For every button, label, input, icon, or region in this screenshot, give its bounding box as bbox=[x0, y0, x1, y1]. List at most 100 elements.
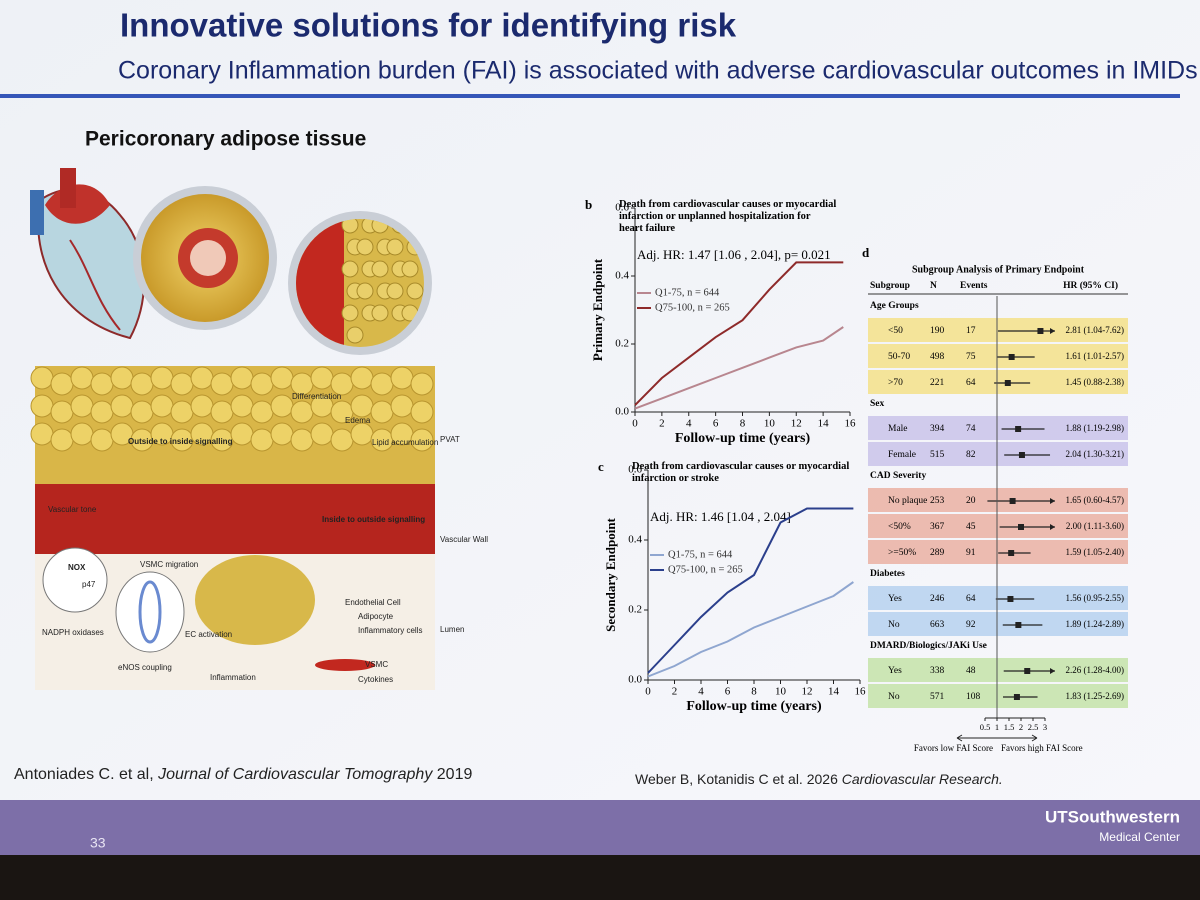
diagram-label: Outside to inside signalling bbox=[128, 437, 233, 446]
favor-arrows bbox=[956, 734, 1038, 742]
y-tick-label: 0.0 bbox=[628, 674, 642, 686]
hr-point bbox=[1024, 668, 1031, 674]
row-events: 45 bbox=[966, 522, 976, 532]
fat-cell bbox=[130, 400, 154, 424]
fat-cell bbox=[371, 304, 389, 322]
row-n: 246 bbox=[930, 594, 945, 604]
footer-band bbox=[0, 800, 1200, 855]
logo-subtitle: Medical Center bbox=[1099, 830, 1180, 844]
x-tick-label: 0 bbox=[645, 686, 651, 698]
fat-cell bbox=[341, 304, 359, 322]
row-events: 92 bbox=[966, 620, 976, 630]
x-tick-label: 2 bbox=[659, 418, 665, 430]
fat-cell bbox=[70, 366, 94, 390]
x-tick-label: 0.5 bbox=[980, 722, 991, 732]
fat-cell bbox=[341, 219, 359, 234]
fat-cell bbox=[30, 366, 54, 390]
row-events: 64 bbox=[966, 594, 976, 604]
x-tick-label: 4 bbox=[686, 418, 692, 430]
fat-cell bbox=[410, 372, 434, 396]
left-citation: Antoniades C. et al, Journal of Cardiova… bbox=[14, 766, 472, 783]
fat-cell bbox=[250, 400, 274, 424]
diagram-label: Inside to outside signalling bbox=[322, 515, 425, 524]
fat-cell bbox=[410, 400, 434, 424]
row-events: 108 bbox=[966, 692, 981, 702]
y-tick-label: 0.0 bbox=[615, 406, 629, 418]
x-tick-label: 4 bbox=[698, 686, 704, 698]
row-band bbox=[868, 488, 1128, 512]
x-tick-label: 3 bbox=[1043, 722, 1047, 732]
hr-label: 1.65 (0.60-4.57) bbox=[1066, 495, 1125, 505]
row-label: 50-70 bbox=[888, 352, 910, 362]
fat-cell bbox=[30, 394, 54, 418]
diagram-label: EC activation bbox=[185, 630, 232, 639]
column-header: N bbox=[930, 281, 937, 291]
favor-left: Favors low FAI Score bbox=[914, 743, 993, 753]
column-header: HR (95% CI) bbox=[1063, 280, 1118, 291]
legend-label: Q75-100, n = 265 bbox=[655, 302, 730, 313]
panel-label: c bbox=[598, 459, 604, 474]
fat-cell bbox=[190, 394, 214, 418]
fat-cell bbox=[210, 400, 234, 424]
hr-point bbox=[1018, 452, 1025, 458]
fat-cell bbox=[250, 428, 274, 452]
row-label: <50% bbox=[888, 522, 911, 532]
group-header: Sex bbox=[870, 399, 885, 409]
fat-cell bbox=[150, 366, 174, 390]
survival-curve bbox=[647, 507, 854, 674]
hr-label: 1.83 (1.25-2.69) bbox=[1066, 691, 1125, 701]
x-tick-label: 16 bbox=[855, 686, 867, 698]
hr-point bbox=[1008, 550, 1015, 556]
panel-label: b bbox=[585, 197, 592, 212]
diagram-label: NADPH oxidases bbox=[42, 628, 104, 637]
diagram-label: Endothelial Cell bbox=[345, 598, 401, 607]
diagram-label: Cytokines bbox=[358, 675, 393, 684]
fat-cell bbox=[170, 400, 194, 424]
row-n: 253 bbox=[930, 496, 945, 506]
fat-cell bbox=[50, 372, 74, 396]
x-axis-label: Follow-up time (years) bbox=[675, 431, 811, 446]
row-band bbox=[868, 586, 1128, 610]
right-citation: Weber B, Kotanidis C et al. 2026 Cardiov… bbox=[635, 771, 1003, 787]
heart-illustration bbox=[30, 168, 145, 340]
ci-arrow bbox=[1050, 524, 1055, 530]
x-tick-label: 16 bbox=[845, 418, 857, 430]
fat-cell bbox=[390, 394, 414, 418]
pathway-diagram: Differentiation Edema Lipid accumulation… bbox=[30, 366, 488, 690]
fat-cell bbox=[50, 428, 74, 452]
citation-journal: Cardiovascular Research. bbox=[842, 771, 1003, 787]
row-events: 20 bbox=[966, 496, 976, 506]
row-events: 48 bbox=[966, 666, 976, 676]
survival-curve bbox=[634, 261, 844, 406]
row-n: 571 bbox=[930, 692, 945, 702]
ci-arrow bbox=[1050, 498, 1055, 504]
fat-cell bbox=[110, 366, 134, 390]
hr-label: 2.81 (1.04-7.62) bbox=[1066, 325, 1125, 335]
row-n: 289 bbox=[930, 548, 945, 558]
hr-label: 1.45 (0.88-2.38) bbox=[1066, 377, 1125, 387]
fat-cell bbox=[90, 428, 114, 452]
row-band bbox=[868, 612, 1128, 636]
fat-cell bbox=[370, 400, 394, 424]
hr-label: 1.61 (1.01-2.57) bbox=[1066, 351, 1125, 361]
x-tick-label: 10 bbox=[764, 418, 776, 430]
fat-cell bbox=[350, 394, 374, 418]
annotation: Adj. HR: 1.47 [1.06 , 2.04], p= 0.021 bbox=[637, 247, 831, 262]
hr-label: 1.59 (1.05-2.40) bbox=[1066, 547, 1125, 557]
left-heading: Pericoronary adipose tissue bbox=[85, 128, 366, 151]
diagram-label: Lumen bbox=[440, 625, 464, 634]
fat-cell bbox=[371, 260, 389, 278]
fat-cell bbox=[386, 238, 404, 256]
hr-point bbox=[1013, 694, 1020, 700]
page-number: 33 bbox=[90, 835, 106, 851]
tissue-zoom bbox=[288, 211, 432, 355]
fat-cell bbox=[190, 366, 214, 390]
y-tick-label: 0.2 bbox=[615, 338, 629, 350]
row-band bbox=[868, 442, 1128, 466]
hr-label: 2.04 (1.30-3.21) bbox=[1066, 449, 1125, 459]
y-tick-label: 0.2 bbox=[628, 604, 642, 616]
y-tick-label: 0.4 bbox=[615, 270, 629, 282]
survival-curve bbox=[634, 326, 844, 410]
row-n: 663 bbox=[930, 620, 945, 630]
diagram-label: Lipid accumulation bbox=[372, 438, 438, 447]
